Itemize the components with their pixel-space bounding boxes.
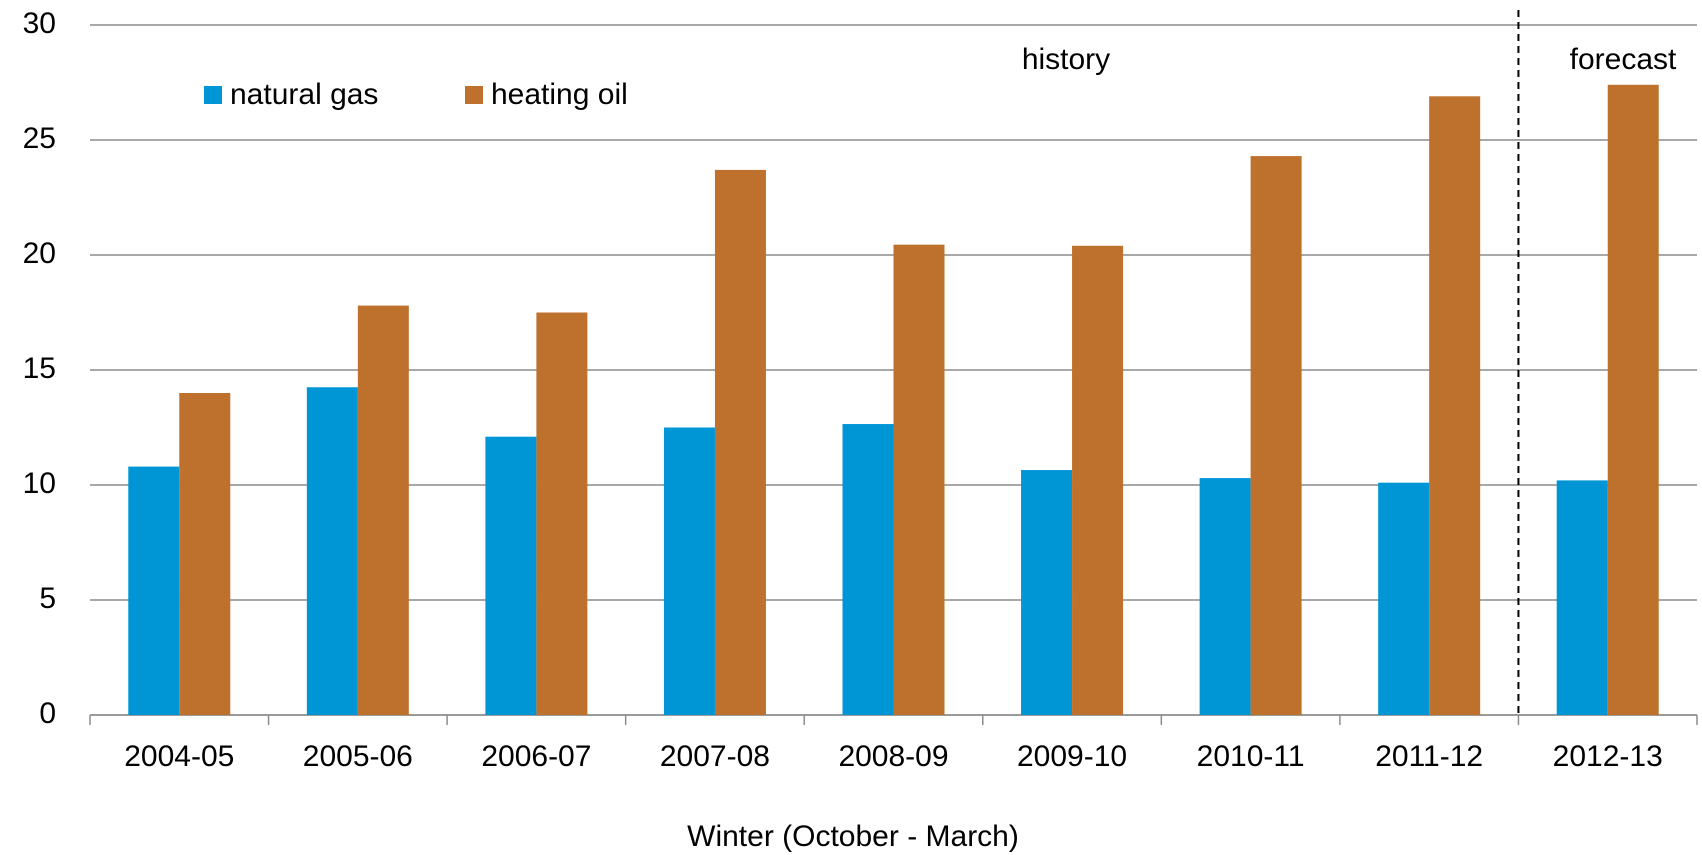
bar [663, 427, 715, 715]
x-tick-label: 2012-13 [1553, 740, 1663, 773]
bar [1429, 96, 1481, 716]
bar [714, 169, 766, 715]
bar [1250, 156, 1302, 716]
annotation: forecast [1570, 43, 1677, 76]
bar [485, 436, 537, 715]
legend-label: heating oil [491, 78, 628, 111]
y-tick-label: 5 [39, 582, 56, 615]
legend-swatch [204, 86, 222, 104]
y-tick-label: 10 [23, 467, 56, 500]
x-tick-label: 2006-07 [481, 740, 591, 773]
bar [1072, 245, 1124, 716]
bar [128, 466, 180, 715]
bar [893, 244, 945, 715]
bar [1378, 482, 1430, 715]
x-tick-label: 2011-12 [1375, 740, 1483, 773]
bar [306, 387, 358, 715]
x-tick-label: 2010-11 [1197, 740, 1305, 773]
x-tick-label: 2004-05 [124, 740, 234, 773]
x-axis-label: Winter (October - March) [687, 820, 1019, 853]
bar [357, 305, 409, 715]
y-tick-label: 15 [23, 352, 56, 385]
x-tick-label: 2005-06 [303, 740, 413, 773]
bar [1199, 478, 1251, 715]
y-tick-label: 0 [39, 697, 56, 730]
bar [842, 424, 894, 715]
legend-label: natural gas [230, 78, 378, 111]
bar [1021, 470, 1073, 715]
y-tick-label: 20 [23, 237, 56, 270]
x-tick-label: 2009-10 [1017, 740, 1127, 773]
bar [1556, 480, 1608, 715]
y-tick-label: 30 [23, 7, 56, 40]
bar [536, 312, 588, 715]
x-tick-label: 2008-09 [838, 740, 948, 773]
legend-swatch [465, 86, 483, 104]
bar [179, 393, 231, 715]
y-tick-label: 25 [23, 122, 56, 155]
annotation: history [1022, 43, 1110, 76]
x-tick-label: 2007-08 [660, 740, 770, 773]
bar [1607, 84, 1659, 716]
